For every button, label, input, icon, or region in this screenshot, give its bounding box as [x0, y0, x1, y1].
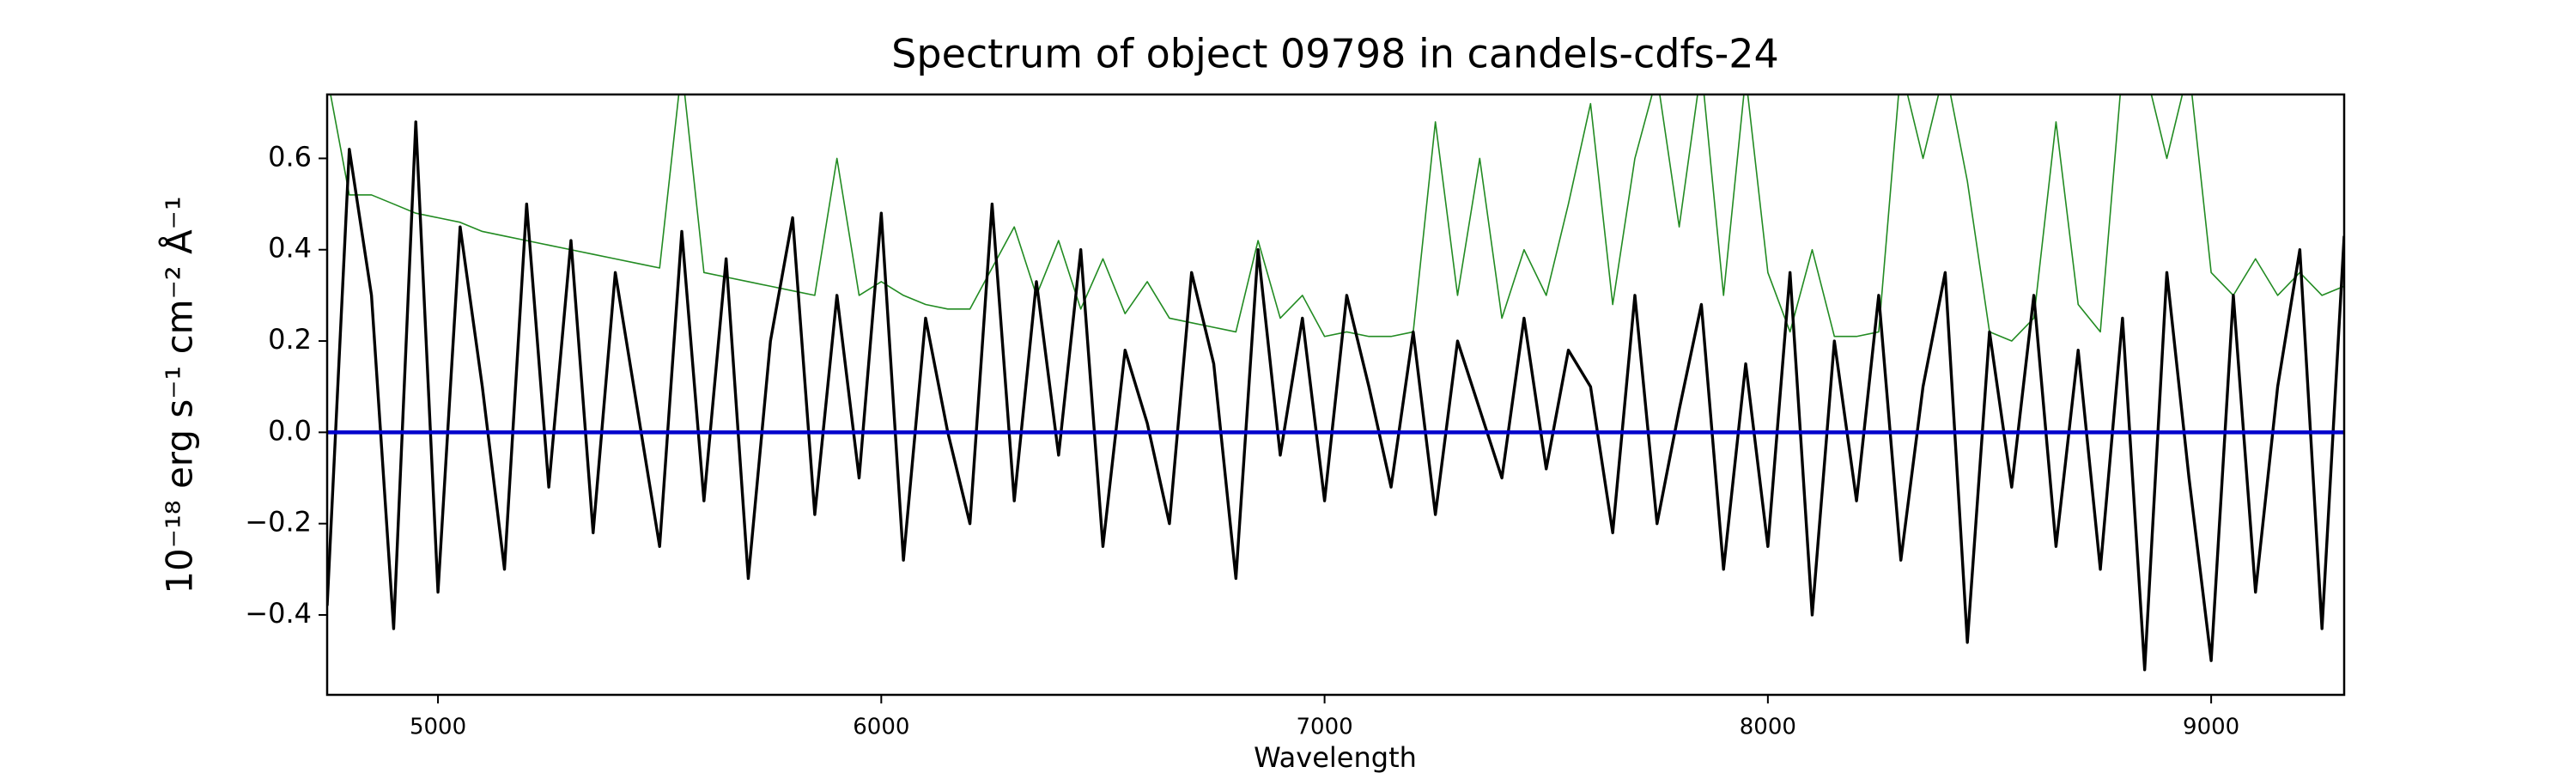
x-tick-label: 5000 [410, 715, 466, 740]
y-tick-label: 0.0 [268, 414, 312, 447]
y-tick-label: −0.4 [245, 597, 312, 630]
y-tick-label: −0.2 [245, 506, 312, 539]
axes-frame [325, 93, 2346, 697]
y-tick-label: 0.4 [268, 232, 312, 265]
x-axis-label: Wavelength [1254, 741, 1417, 773]
y-axis-label: 10⁻¹⁸ erg s⁻¹ cm⁻² Å⁻¹ [158, 196, 201, 593]
series-line [330, 94, 2344, 342]
x-tick-label: 6000 [853, 715, 909, 740]
chart-title: Spectrum of object 09798 in candels-cdfs… [891, 31, 1779, 77]
x-tick-label: 9000 [2183, 715, 2239, 740]
plot-area [327, 94, 2344, 672]
y-tick-label: 0.2 [268, 323, 312, 356]
series-line [327, 120, 2344, 672]
x-tick-label: 7000 [1297, 715, 1353, 740]
x-tick-label: 8000 [1740, 715, 1796, 740]
y-tick-label: 0.6 [268, 140, 312, 173]
